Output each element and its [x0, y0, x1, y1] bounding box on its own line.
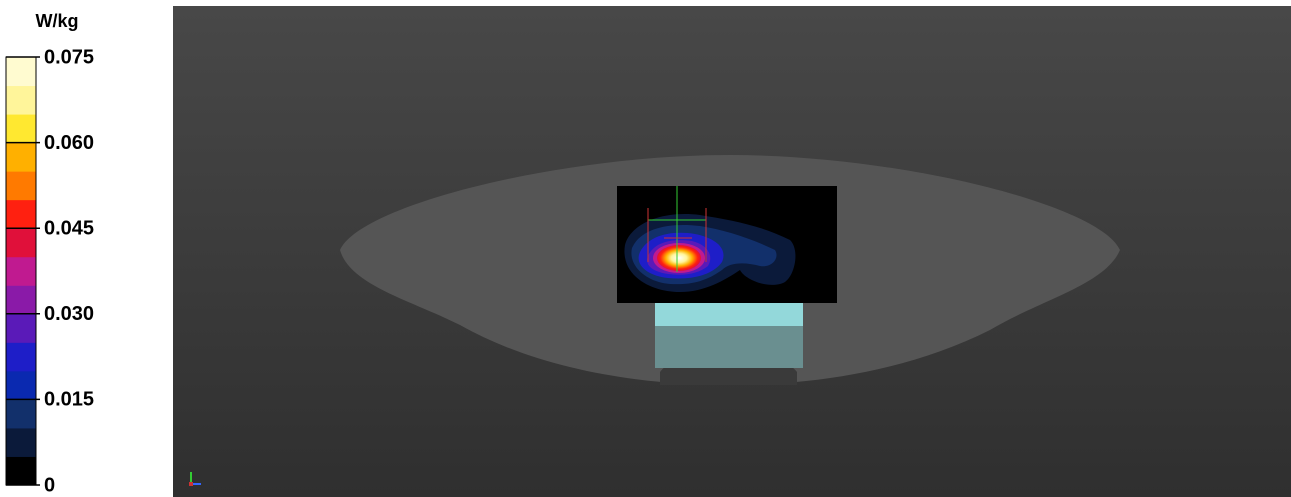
device-lower: [655, 326, 803, 368]
color-step: [6, 57, 36, 87]
tick-label: 0.060: [44, 132, 94, 154]
color-step: [6, 313, 36, 343]
tick-label: 0.015: [44, 389, 94, 411]
tick-label: 0.075: [44, 46, 94, 68]
color-step: [6, 85, 36, 115]
color-step: [6, 256, 36, 286]
probe-crosshair: [647, 186, 707, 272]
tick-label: 0.030: [44, 303, 94, 325]
tick-label: 0: [44, 474, 55, 496]
colorbar: W/kg 0.075 0.060 0.045 0.030 0.015 0: [5, 11, 94, 496]
color-step: [6, 114, 36, 144]
3d-viewport: [173, 6, 1291, 497]
color-step: [6, 456, 36, 486]
sar-distribution: [624, 214, 796, 292]
axes-icon: [189, 472, 201, 486]
color-step: [6, 228, 36, 258]
color-step: [6, 171, 36, 201]
color-step: [6, 427, 36, 457]
device-upper: [655, 303, 803, 326]
color-step: [6, 199, 36, 229]
tick-label: 0.045: [44, 217, 94, 239]
color-step: [6, 342, 36, 372]
unit-label: W/kg: [36, 11, 79, 31]
color-step: [6, 370, 36, 400]
color-step: [6, 285, 36, 315]
color-step: [6, 142, 36, 172]
color-step: [6, 399, 36, 429]
